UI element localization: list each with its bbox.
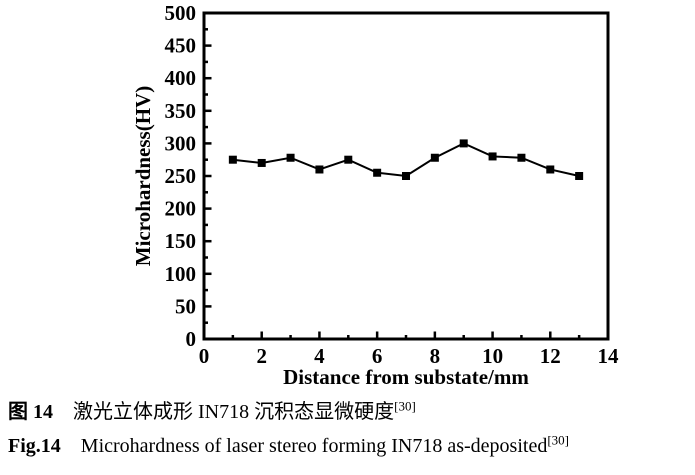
y-axis-title: Microhardness(HV) [131, 86, 155, 266]
data-point [373, 168, 382, 177]
y-tick-label: 0 [186, 327, 197, 351]
data-point [286, 153, 295, 162]
y-tick-label: 250 [165, 164, 197, 188]
x-tick-label: 6 [372, 344, 383, 368]
caption-chinese: 图 14 激光立体成形 IN718 沉积态显微硬度[30] [8, 399, 695, 425]
data-point [517, 153, 526, 162]
caption-en-text: Microhardness of laser stereo forming IN… [80, 435, 548, 457]
chart-background [0, 0, 695, 392]
y-tick-label: 400 [165, 66, 197, 90]
data-point [459, 139, 468, 148]
data-point [430, 153, 439, 162]
x-tick-label: 8 [430, 344, 441, 368]
y-tick-label: 500 [165, 1, 197, 25]
caption-zh-ref: [30] [394, 398, 416, 414]
y-tick-label: 200 [165, 197, 197, 221]
data-point [575, 172, 584, 180]
caption-english: Fig.14 Microhardness of laser stereo form… [8, 433, 695, 459]
data-point [228, 155, 237, 164]
x-tick-label: 2 [256, 344, 267, 368]
x-tick-label: 12 [540, 344, 561, 368]
y-tick-label: 100 [165, 262, 197, 286]
x-tick-label: 10 [482, 344, 503, 368]
data-point [402, 172, 410, 180]
data-point [257, 158, 266, 167]
y-tick-label: 450 [165, 34, 197, 58]
x-tick-label: 14 [598, 344, 620, 368]
caption-en-label: Fig.14 [8, 435, 61, 457]
x-tick-label: 4 [314, 344, 325, 368]
x-axis-title: Distance from substate/mm [283, 365, 529, 389]
data-point [488, 152, 497, 161]
data-point [344, 155, 353, 164]
caption-en-ref: [30] [547, 432, 569, 448]
y-tick-label: 50 [175, 294, 196, 318]
x-tick-label: 0 [199, 344, 210, 368]
y-tick-label: 150 [165, 229, 197, 253]
y-tick-label: 300 [165, 131, 197, 155]
data-point [315, 165, 324, 174]
microhardness-chart: 0 2 4 6 8 10 12 14 0 50 100 150 200 250 300 350 400 450 50… [0, 0, 695, 392]
caption-zh-text: 激光立体成形 IN718 沉积态显微硬度 [73, 401, 395, 423]
caption-zh-label: 图 14 [8, 401, 53, 423]
y-tick-label: 350 [165, 99, 197, 123]
data-point [546, 165, 555, 174]
